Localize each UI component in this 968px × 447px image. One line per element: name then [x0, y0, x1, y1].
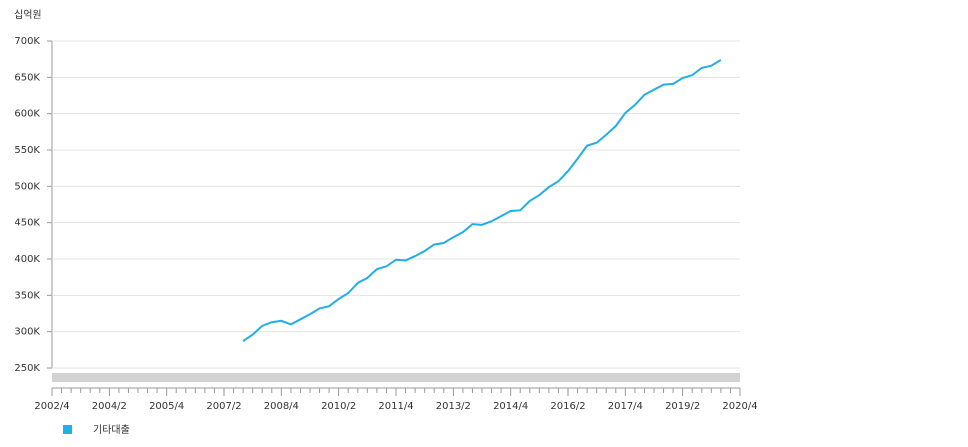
- y-tick-label: 400K: [14, 254, 40, 265]
- x-tick-label: 2014/4: [493, 401, 528, 412]
- x-tick-label: 2002/4: [34, 401, 69, 412]
- y-tick-label: 650K: [14, 72, 40, 83]
- y-tick-label: 250K: [14, 363, 40, 374]
- y-tick-label: 300K: [14, 327, 40, 338]
- y-tick-label: 450K: [14, 218, 40, 229]
- x-tick-label: 2004/2: [92, 401, 127, 412]
- x-tick-label: 2020/4: [722, 401, 757, 412]
- x-tick-label: 2011/4: [378, 401, 413, 412]
- y-tick-label: 500K: [14, 181, 40, 192]
- x-tick-label: 2005/4: [149, 401, 184, 412]
- legend-swatch: [63, 425, 72, 434]
- y-tick-label: 350K: [14, 290, 40, 301]
- y-tick-label: 600K: [14, 109, 40, 120]
- y-tick-label: 550K: [14, 145, 40, 156]
- x-tick-label: 2008/4: [264, 401, 299, 412]
- scrollbar[interactable]: [52, 373, 740, 382]
- y-tick-label: 700K: [14, 36, 40, 47]
- y-axis-unit: 십억원: [14, 9, 42, 21]
- x-tick-label: 2010/2: [321, 401, 356, 412]
- line-series: [242, 59, 722, 342]
- x-tick-label: 2007/2: [206, 401, 241, 412]
- legend-label: 기타대출: [93, 424, 130, 436]
- x-tick-label: 2013/2: [436, 401, 471, 412]
- x-tick-label: 2019/2: [665, 401, 700, 412]
- x-tick-label: 2016/2: [550, 401, 585, 412]
- x-tick-label: 2017/4: [608, 401, 643, 412]
